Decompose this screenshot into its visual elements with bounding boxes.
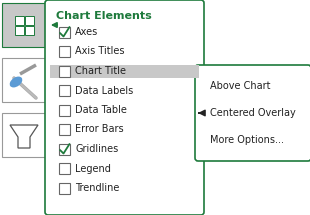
Bar: [15, 26, 24, 35]
Bar: [59, 26, 70, 37]
Text: Error Bars: Error Bars: [75, 124, 124, 135]
Bar: [59, 104, 70, 115]
Bar: [59, 183, 70, 194]
Text: Above Chart: Above Chart: [210, 81, 271, 91]
Bar: [59, 46, 70, 57]
Text: Chart Elements: Chart Elements: [56, 11, 152, 21]
Bar: [59, 66, 70, 77]
Text: Trendline: Trendline: [75, 183, 119, 193]
Text: More Options...: More Options...: [210, 135, 284, 145]
Bar: [59, 143, 70, 155]
Text: Axis Titles: Axis Titles: [75, 46, 125, 57]
Text: Centered Overlay: Centered Overlay: [210, 108, 296, 118]
Text: Data Labels: Data Labels: [75, 86, 133, 95]
Bar: [59, 163, 70, 174]
Text: Data Table: Data Table: [75, 105, 127, 115]
Bar: [15, 16, 24, 25]
Bar: [2, 58, 47, 102]
Text: Legend: Legend: [75, 163, 111, 174]
Bar: [2, 113, 47, 157]
FancyBboxPatch shape: [195, 65, 310, 161]
Bar: [25, 26, 34, 35]
Text: Gridlines: Gridlines: [75, 144, 118, 154]
FancyBboxPatch shape: [45, 0, 204, 215]
Bar: [59, 85, 70, 96]
Bar: [59, 124, 70, 135]
Polygon shape: [10, 125, 38, 148]
Ellipse shape: [10, 77, 22, 88]
Text: Chart Title: Chart Title: [75, 66, 126, 76]
Bar: [2, 3, 47, 47]
Bar: [50, 65, 199, 78]
Text: Axes: Axes: [75, 27, 98, 37]
Bar: [25, 16, 34, 25]
